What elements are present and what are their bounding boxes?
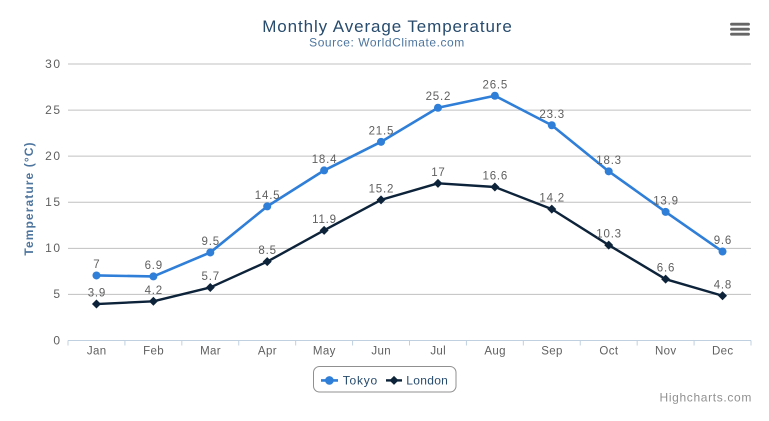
svg-text:11.9: 11.9	[312, 214, 337, 226]
svg-text:9.5: 9.5	[202, 236, 220, 248]
svg-text:6.9: 6.9	[145, 260, 163, 272]
svg-text:8.5: 8.5	[258, 245, 276, 257]
svg-text:4.2: 4.2	[145, 285, 163, 297]
svg-text:Oct: Oct	[599, 346, 618, 358]
svg-text:23.3: 23.3	[539, 109, 565, 121]
svg-text:21.5: 21.5	[369, 125, 395, 137]
svg-text:5.7: 5.7	[202, 271, 220, 283]
svg-text:6.6: 6.6	[657, 263, 675, 275]
svg-text:16.6: 16.6	[483, 171, 509, 183]
svg-text:0: 0	[53, 333, 60, 347]
svg-text:Dec: Dec	[712, 346, 734, 358]
svg-text:Highcharts.com: Highcharts.com	[660, 391, 752, 405]
svg-text:3.9: 3.9	[88, 288, 106, 300]
svg-text:17: 17	[431, 167, 445, 179]
svg-text:Jul: Jul	[430, 346, 446, 358]
svg-text:25: 25	[45, 103, 60, 117]
svg-text:10: 10	[45, 241, 60, 255]
svg-text:30: 30	[45, 57, 60, 71]
svg-text:London: London	[406, 373, 448, 387]
svg-text:Jan: Jan	[87, 346, 107, 358]
svg-text:Mar: Mar	[200, 346, 221, 358]
svg-text:18.4: 18.4	[312, 154, 338, 166]
svg-text:Nov: Nov	[655, 346, 677, 358]
svg-text:Apr: Apr	[258, 346, 277, 358]
svg-text:Source: WorldClimate.com: Source: WorldClimate.com	[309, 36, 465, 50]
svg-text:13.9: 13.9	[653, 195, 679, 207]
svg-text:Jun: Jun	[371, 346, 391, 358]
svg-text:25.2: 25.2	[426, 91, 452, 103]
svg-text:Tokyo: Tokyo	[343, 373, 378, 387]
svg-text:Aug: Aug	[484, 346, 506, 358]
svg-text:20: 20	[45, 149, 60, 163]
svg-text:14.5: 14.5	[255, 190, 281, 202]
svg-text:Monthly Average Temperature: Monthly Average Temperature	[262, 17, 512, 36]
svg-text:18.3: 18.3	[596, 155, 622, 167]
svg-text:5: 5	[53, 287, 60, 301]
svg-text:Feb: Feb	[143, 346, 164, 358]
svg-text:26.5: 26.5	[483, 79, 509, 91]
svg-text:9.6: 9.6	[714, 235, 732, 247]
svg-text:Sep: Sep	[541, 346, 563, 358]
svg-text:7: 7	[93, 259, 100, 271]
svg-text:4.8: 4.8	[714, 279, 732, 291]
svg-text:Temperature (°C): Temperature (°C)	[22, 141, 36, 255]
svg-text:10.3: 10.3	[596, 229, 622, 241]
svg-text:15: 15	[45, 195, 60, 209]
svg-text:15.2: 15.2	[369, 183, 395, 195]
svg-text:14.2: 14.2	[539, 193, 565, 205]
svg-text:May: May	[313, 346, 336, 358]
